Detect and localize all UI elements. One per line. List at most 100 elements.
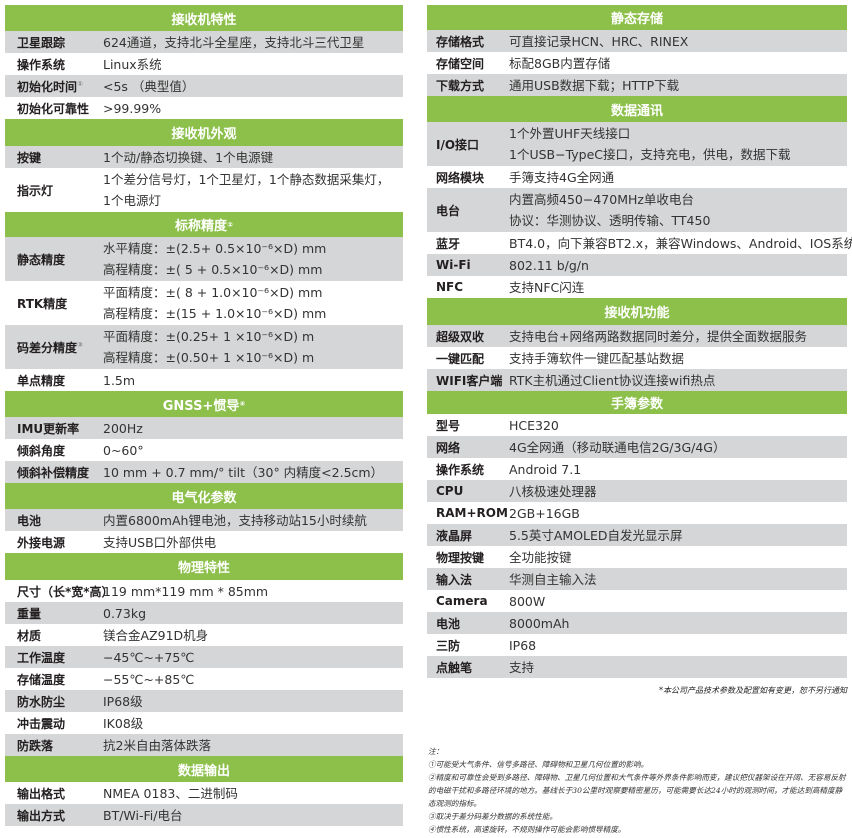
spec-value-line: 1个外置UHF天线接口: [509, 126, 631, 141]
note-item: ④惯性系统，高速旋转，不规则操作可能会影响惯导精度。: [428, 825, 626, 834]
spec-value: −45℃~+75℃: [103, 647, 194, 668]
spec-value: 10 mm + 0.7 mm/° tilt（30° 内精度<2.5cm）: [103, 462, 383, 483]
spec-value-line: 高程精度：±(15 + 1.0×10⁻⁶×D) mm: [103, 306, 327, 321]
spec-row: 倾斜补偿精度 10 mm + 0.7 mm/° tilt（30° 内精度<2.5c…: [5, 461, 403, 483]
spec-label: WIFI客户端: [427, 372, 509, 389]
spec-label-text: 一键匹配: [436, 351, 485, 366]
spec-label: 初始化可靠性: [5, 100, 103, 117]
section-title: 数据输出: [177, 763, 230, 779]
spec-label: 操作系统: [5, 56, 103, 73]
section-title: 标称精度: [175, 219, 228, 234]
spec-label-text: 静态精度: [17, 252, 66, 267]
spec-value: 1个外置UHF天线接口 1个USB−TypeC接口，支持充电，供电，数据下载: [509, 123, 791, 165]
spec-value-line: HCE320: [509, 417, 559, 433]
section-header: 电气化参数: [5, 483, 403, 509]
spec-value: IP68: [509, 635, 536, 656]
spec-value: BT4.0，向下兼容BT2.x，兼容Windows、Android、IOS系统: [509, 233, 852, 254]
spec-value-line: 八核极速处理器: [509, 483, 597, 499]
spec-row: 电台 内置高频450−470MHz单收电台 协议：华测协议、透明传输、TT450: [427, 188, 847, 232]
spec-label: 三防: [427, 637, 509, 654]
spec-label: 外接电源: [5, 534, 103, 551]
spec-value-line: 10 mm + 0.7 mm/° tilt（30° 内精度<2.5cm）: [103, 464, 384, 480]
section-header: 接收机外观: [5, 119, 403, 146]
spec-label-text: 液晶屏: [436, 528, 473, 543]
spec-value: <5s （典型值）: [103, 76, 194, 97]
spec-label-text: 操作系统: [436, 462, 485, 477]
spec-value-line: IP68: [509, 637, 537, 653]
spec-row: I/O接口 1个外置UHF天线接口 1个USB−TypeC接口，支持充电，供电，数据…: [427, 122, 847, 166]
spec-row: CPU 八核极速处理器: [427, 480, 847, 502]
spec-value-line: 200Hz: [103, 420, 143, 436]
spec-label: 按键: [5, 149, 103, 166]
spec-label: 型号: [427, 417, 509, 434]
spec-label: 倾斜角度: [5, 442, 103, 459]
spec-value-line: 抗2米自由落体跌落: [103, 737, 211, 753]
spec-row: 输入法 华测自主输入法: [427, 568, 847, 590]
spec-value: 镁合金AZ91D机身: [103, 625, 208, 646]
spec-label: 超级双收: [427, 328, 509, 345]
spec-value: 通用USB数据下载；HTTP下载: [509, 75, 679, 96]
spec-value: 800W: [509, 591, 545, 612]
spec-label: IMU更新率: [5, 420, 103, 437]
spec-label: 一键匹配: [427, 350, 509, 367]
spec-value-line: 高程精度：±(0.50+ 1 ×10⁻⁶×D) m: [103, 350, 315, 365]
spec-row: 外接电源 支持USB口外部供电: [5, 531, 403, 553]
spec-row: 操作系统 Android 7.1: [427, 458, 847, 480]
spec-label: 物理按键: [427, 549, 509, 566]
spec-value-line: 内置6800mAh锂电池，支持移动站15小时续航: [103, 512, 367, 528]
spec-label-text: 电台: [436, 203, 461, 218]
spec-label: 蓝牙: [427, 235, 509, 252]
spec-value-line: 支持USB口外部供电: [103, 534, 217, 550]
spec-value: 0.73kg: [103, 603, 146, 624]
spec-label-text: 材质: [17, 628, 42, 643]
spec-value: 支持手簿软件一键匹配基站数据: [509, 348, 684, 369]
spec-value: 0~60°: [103, 440, 144, 461]
spec-row: 网络 4G全网通（移动联通电信2G/3G/4G）: [427, 436, 847, 458]
spec-row: 卫星跟踪 624通道，支持北斗全星座，支持北斗三代卫星: [5, 31, 403, 53]
spec-label: 电池: [427, 615, 509, 632]
spec-value: 平面精度：±(0.25+ 1 ×10⁻⁶×D) m 高程精度：±(0.50+ 1 …: [103, 326, 314, 368]
spec-value: 支持NFC闪连: [509, 277, 584, 298]
spec-value: 119 mm*119 mm * 85mm: [103, 581, 268, 602]
spec-label-text: 存储温度: [17, 672, 66, 687]
spec-label: 液晶屏: [427, 527, 509, 544]
spec-value-line: 平面精度：±(0.25+ 1 ×10⁻⁶×D) m: [103, 329, 315, 344]
spec-value: 抗2米自由落体跌落: [103, 735, 211, 756]
spec-label-text: 尺寸（长*宽*高）: [17, 584, 114, 599]
spec-row: RAM+ROM 2GB+16GB: [427, 502, 847, 524]
spec-label-text: Wi-Fi: [436, 258, 471, 272]
spec-value-line: IK08级: [103, 715, 144, 731]
spec-value: 内置高频450−470MHz单收电台 协议：华测协议、透明传输、TT450: [509, 189, 710, 231]
spec-row: 操作系统 Linux系统: [5, 53, 403, 75]
spec-value-line: 水平精度：±(2.5+ 0.5×10⁻⁶×D) mm: [103, 241, 327, 256]
spec-value-line: 1个USB−TypeC接口，支持充电，供电，数据下载: [509, 147, 791, 162]
spec-label: 输出方式: [5, 807, 103, 824]
spec-label-text: 工作温度: [17, 650, 66, 665]
spec-label: 码差分精度③: [5, 339, 103, 356]
spec-label: 材质: [5, 627, 103, 644]
spec-label-text: 操作系统: [17, 57, 66, 72]
spec-value-line: RTK主机通过Client协议连接wifi热点: [509, 372, 716, 388]
spec-label: 电池: [5, 512, 103, 529]
spec-label: 电台: [427, 202, 509, 219]
spec-value-line: 800W: [509, 593, 546, 609]
spec-value-line: 全功能按键: [509, 549, 572, 565]
spec-label-text: 存储格式: [436, 34, 485, 49]
spec-label-text: 输入法: [436, 572, 473, 587]
spec-value: HCE320: [509, 415, 559, 436]
spec-label: Camera: [427, 594, 509, 608]
spec-row: IMU更新率 200Hz: [5, 417, 403, 439]
section-header: GNSS+惯导 ④: [5, 391, 403, 417]
spec-label-text: 码差分精度: [17, 340, 78, 355]
spec-value-line: 624通道，支持北斗全星座，支持北斗三代卫星: [103, 34, 365, 50]
spec-value: >99.99%: [103, 98, 161, 119]
spec-label-text: 存储空间: [436, 56, 485, 71]
spec-label: 静态精度: [5, 251, 103, 268]
spec-label-text: 单点精度: [17, 373, 66, 388]
spec-row: 存储温度 −55℃~+85℃: [5, 668, 403, 690]
spec-value: 8000mAh: [509, 613, 569, 634]
spec-label: Wi-Fi: [427, 258, 509, 272]
note-item: ①可能受大气条件、信号多路径、障碍物和卫星几何位置的影响。: [428, 760, 649, 769]
spec-label-text: 重量: [17, 606, 42, 621]
notes-title: 注：: [428, 747, 444, 756]
